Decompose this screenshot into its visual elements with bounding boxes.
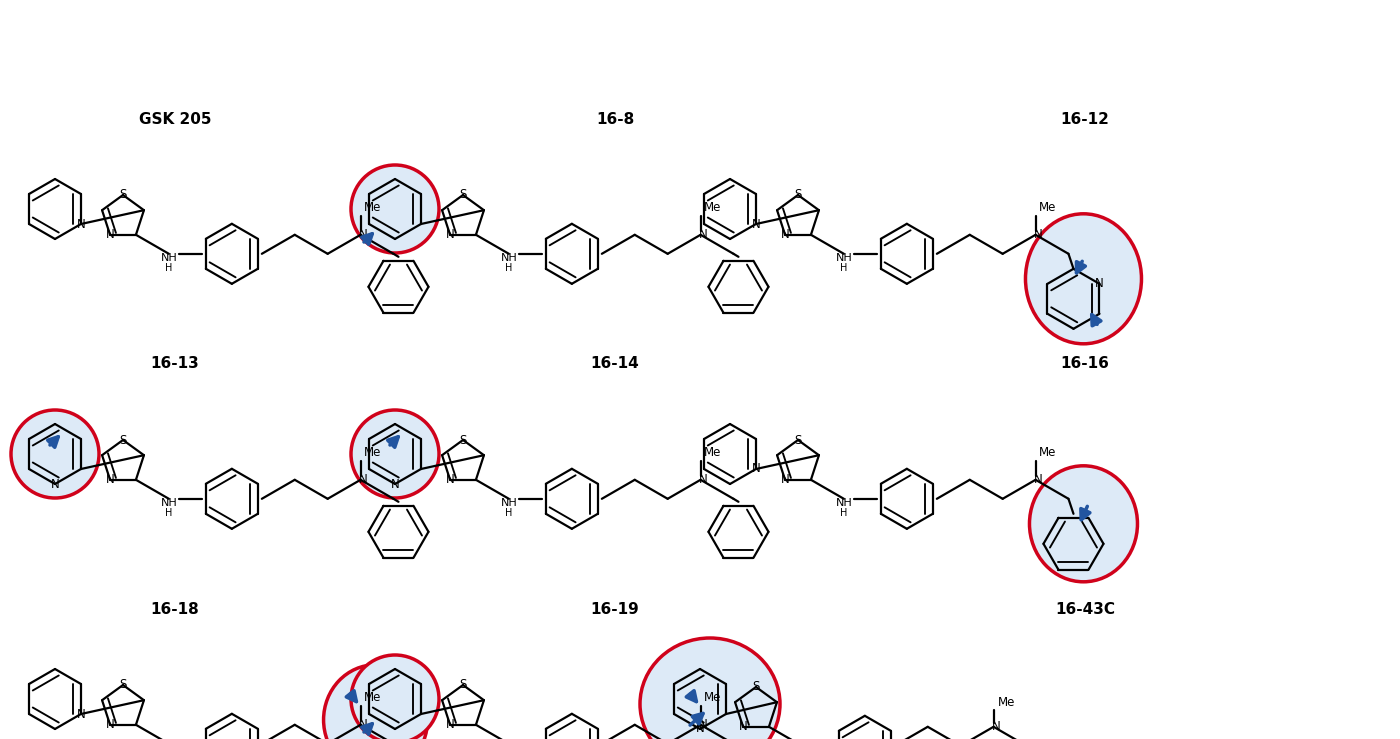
Text: N: N [699,228,708,242]
Text: N: N [105,228,115,242]
Text: S: S [459,678,466,692]
Text: Me: Me [364,692,381,704]
Text: NH: NH [836,498,853,508]
Text: S: S [752,681,760,693]
Text: 16-43C: 16-43C [1056,602,1114,616]
Text: Me: Me [364,202,381,214]
Text: 16-12: 16-12 [1061,112,1109,126]
Text: N: N [699,473,708,486]
Ellipse shape [640,638,780,739]
Text: Me: Me [1039,446,1056,460]
Text: H: H [840,508,847,518]
Text: Me: Me [364,446,381,460]
Text: NH: NH [161,498,178,508]
Ellipse shape [351,655,440,739]
Text: N: N [391,477,399,491]
Text: N: N [77,217,85,231]
Text: N: N [105,473,115,486]
Text: N: N [1035,228,1043,242]
Text: Me: Me [704,446,721,460]
Ellipse shape [11,410,99,498]
Text: Me: Me [998,696,1015,709]
Text: H: H [505,508,512,518]
Text: N: N [1095,277,1103,290]
Text: N: N [445,473,455,486]
Text: 16-14: 16-14 [591,356,640,372]
Text: N: N [752,463,760,475]
Text: 16-8: 16-8 [596,112,634,126]
Text: N: N [699,718,708,732]
Text: S: S [794,188,802,202]
Text: H: H [165,508,172,518]
Text: H: H [505,263,512,273]
Text: S: S [459,188,466,202]
Text: N: N [1035,473,1043,486]
Text: NH: NH [500,253,517,263]
Text: Me: Me [1039,202,1056,214]
Text: Me: Me [704,202,721,214]
Text: H: H [165,263,172,273]
Text: 16-18: 16-18 [151,602,199,616]
Text: 16-13: 16-13 [151,356,199,372]
Text: H: H [840,263,847,273]
Ellipse shape [664,665,767,739]
Text: S: S [794,434,802,446]
Ellipse shape [1025,214,1141,344]
Text: N: N [360,473,368,486]
Text: 16-16: 16-16 [1061,356,1109,372]
Text: N: N [993,721,1001,733]
Text: N: N [50,477,59,491]
Text: 16-19: 16-19 [591,602,640,616]
Text: N: N [781,473,790,486]
Text: N: N [445,718,455,732]
Text: N: N [696,723,704,735]
Text: N: N [360,228,368,242]
Text: N: N [360,718,368,732]
Text: NH: NH [161,253,178,263]
Text: N: N [445,228,455,242]
Text: NH: NH [836,253,853,263]
Text: N: N [752,217,760,231]
Text: GSK 205: GSK 205 [139,112,211,126]
Text: NH: NH [500,498,517,508]
Ellipse shape [323,665,427,739]
Text: S: S [119,188,126,202]
Text: Me: Me [704,692,721,704]
Text: N: N [739,721,748,733]
Ellipse shape [351,410,440,498]
Ellipse shape [351,165,440,253]
Text: N: N [77,707,85,721]
Text: N: N [781,228,790,242]
Text: S: S [459,434,466,446]
Text: S: S [119,434,126,446]
Text: N: N [105,718,115,732]
Text: S: S [119,678,126,692]
Ellipse shape [1029,466,1137,582]
